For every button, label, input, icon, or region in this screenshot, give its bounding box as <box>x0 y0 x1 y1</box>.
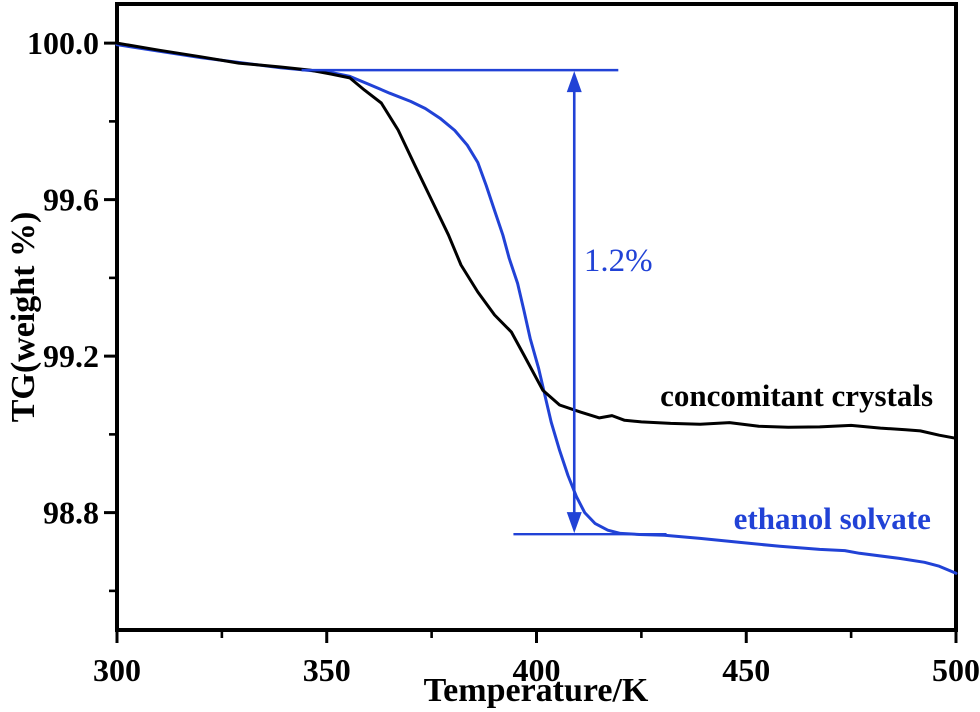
x-tick-label-300: 300 <box>93 652 141 688</box>
x-tick-label-450: 450 <box>722 652 770 688</box>
x-axis-title: Temperature/K <box>424 672 649 709</box>
series-label-ethanol-solvate: ethanol solvate <box>734 501 931 536</box>
x-axis-minor-ticks <box>220 630 853 638</box>
y-tick-label-99.6: 99.6 <box>43 182 99 218</box>
y-axis-tick-labels: 100.0 99.6 99.2 98.8 <box>27 25 99 531</box>
curve-concomitant-crystals <box>115 41 958 440</box>
x-tick-label-500: 500 <box>932 652 980 688</box>
y-axis-title: TG(weight %) <box>5 212 42 423</box>
arrow-head-down-icon <box>566 512 582 534</box>
x-axis-tick-labels: 300 350 400 450 500 <box>93 652 980 688</box>
y-tick-label-98.8: 98.8 <box>43 495 99 531</box>
y-tick-label-100.0: 100.0 <box>27 25 99 61</box>
x-tick-label-350: 350 <box>303 652 351 688</box>
y-tick-label-99.2: 99.2 <box>43 338 99 374</box>
y-axis-major-ticks <box>104 41 117 515</box>
curve-ethanol-solvate <box>115 43 958 575</box>
weight-loss-delta-label: 1.2% <box>584 243 653 279</box>
x-tick-label-400: 400 <box>513 652 561 688</box>
y-axis-minor-ticks <box>109 120 117 593</box>
series-label-concomitant-crystals: concomitant crystals <box>660 378 933 413</box>
x-axis-major-ticks <box>115 630 958 643</box>
plot-frame <box>115 2 958 632</box>
arrow-head-up-icon <box>566 71 582 93</box>
